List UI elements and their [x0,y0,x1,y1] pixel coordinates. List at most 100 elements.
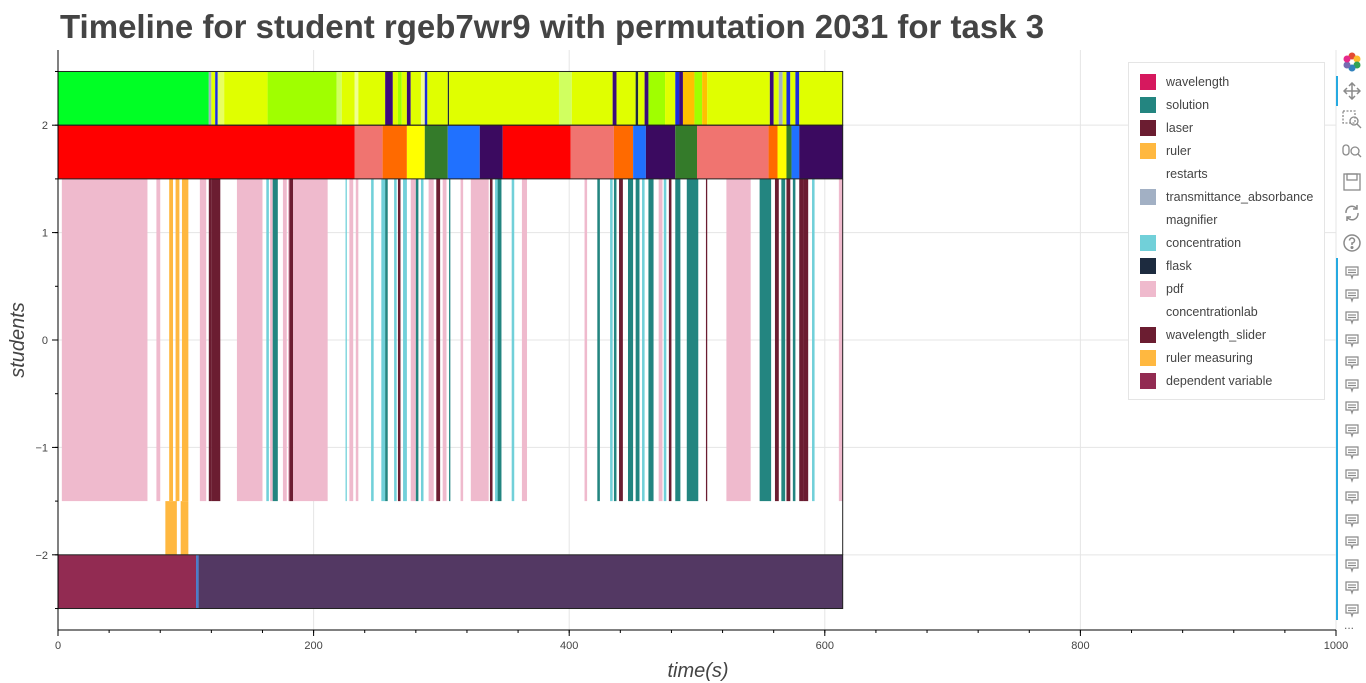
hover-tool-icon[interactable] [1340,284,1364,308]
y-tick-label-4: −2 [35,550,48,562]
hover-tool-icon[interactable] [1340,419,1364,443]
timeline-bar-r0-s26 [635,71,639,126]
timeline-bar-r2-s12 [282,178,287,502]
legend-item-2[interactable]: laser [1129,116,1324,139]
timeline-bar-r2-s53 [705,178,708,502]
timeline-bar-r0-s33 [682,71,695,126]
hover-tool-icon[interactable] [1340,396,1364,420]
hover-tool-icon[interactable] [1340,306,1364,330]
timeline-bar-r4-s0 [58,554,197,609]
timeline-bar-r1-s4 [424,125,448,179]
box-zoom-icon[interactable] [1340,108,1364,132]
timeline-bar-r0-s16 [410,71,421,126]
timeline-bar-r2-s63 [838,178,843,502]
timeline-bar-r0-s31 [675,71,680,126]
legend-item-0[interactable]: wavelength [1129,70,1324,93]
hover-tool-icon[interactable] [1340,554,1364,578]
bokeh-logo-icon[interactable] [1340,50,1364,74]
hover-tool-icon[interactable] [1340,441,1364,465]
hover-tool-icon[interactable] [1340,576,1364,600]
axes: 0 200 400 600 800 1000 2 1 0 −1 −2 [35,50,1348,652]
legend-item-5[interactable]: transmittance_absorbance [1129,185,1324,208]
legend-label: magnifier [1166,212,1218,227]
legend-item-9[interactable]: pdf [1129,277,1324,300]
timeline-bar-r2-s54 [726,178,751,502]
legend-label: pdf [1166,281,1184,296]
pan-icon[interactable] [1340,79,1364,103]
timeline-bar-r2-s20 [381,178,386,502]
x-tick-label-1: 200 [304,640,322,652]
timeline-bar-r2-s25 [410,178,416,502]
legend-item-12[interactable]: ruler measuring [1129,346,1324,369]
legend-swatch [1140,165,1156,182]
save-icon[interactable] [1340,170,1364,194]
timeline-bar-r2-s31 [449,178,451,502]
timeline-bar-r2-s14 [289,178,294,502]
timeline-bar-r2-s3 [175,178,180,502]
timeline-bar-r1-s8 [570,125,614,179]
hover-tool-icon[interactable] [1340,374,1364,398]
timeline-bar-r2-s44 [627,178,634,502]
legend-item-8[interactable]: flask [1129,254,1324,277]
x-tick-label-5: 1000 [1324,640,1348,652]
legend-item-13[interactable]: dependent variable [1129,369,1324,392]
timeline-bar-r0-s20 [447,71,450,126]
legend-item-11[interactable]: wavelength_slider [1129,323,1324,346]
timeline-bar-r1-s12 [675,125,697,179]
legend-swatch [1140,73,1156,90]
hover-tool-icon[interactable] [1340,486,1364,510]
timeline-bar-r0-s22 [558,71,572,126]
wheel-zoom-icon[interactable] [1340,140,1364,164]
timeline-bar-r1-s9 [613,125,634,179]
timeline-bar-r0-s0 [58,71,209,126]
hover-tool-icon[interactable] [1340,351,1364,375]
hover-tool-icon[interactable] [1340,599,1364,623]
timeline-bar-r2-s24 [403,178,407,502]
toolbar: ... [1336,46,1366,636]
legend-swatch [1140,326,1156,343]
help-icon[interactable] [1340,231,1364,255]
timeline-bar-r0-s10 [358,71,386,126]
legend-item-4[interactable]: restarts [1129,162,1324,185]
timeline-bar-r4-s2 [198,554,843,609]
legend-item-3[interactable]: ruler [1129,139,1324,162]
legend-item-10[interactable]: concentrationlab [1129,300,1324,323]
timeline-bar-r2-s19 [371,178,374,502]
legend-swatch [1140,211,1156,228]
legend-item-6[interactable]: magnifier [1129,208,1324,231]
timeline-bar-r2-s4 [181,178,189,502]
timeline-bar-r2-s28 [428,178,434,502]
timeline-bar-r2-s9 [266,178,269,502]
legend-item-7[interactable]: concentration [1129,231,1324,254]
timeline-bar-r1-s17 [791,125,800,179]
timeline-bar-r2-s33 [470,178,489,502]
hover-tool-icon[interactable] [1340,509,1364,533]
y-tick-label-1: 1 [42,228,48,240]
hover-tool-icon[interactable] [1340,261,1364,285]
chart-title: Timeline for student rgeb7wr9 with permu… [60,8,1045,45]
timeline-bar-r0-s13 [397,71,402,126]
timeline-bar-r1-s15 [777,125,787,179]
timeline-bar-r2-s40 [597,178,600,502]
legend-item-1[interactable]: solution [1129,93,1324,116]
reset-icon[interactable] [1340,201,1364,225]
timeline-bar-r2-s62 [812,178,815,502]
timeline-bar-r2-s2 [169,178,174,502]
legend-label: wavelength [1166,74,1230,89]
timeline-bar-r0-s12 [392,71,398,126]
legend-swatch [1140,234,1156,251]
timeline-bar-r1-s14 [768,125,778,179]
timeline-bar-r2-s58 [786,178,791,502]
hover-tool-icon[interactable] [1340,329,1364,353]
hover-tool-icon[interactable] [1340,531,1364,555]
hover-tool-icon[interactable] [1340,464,1364,488]
more-tools-icon[interactable]: ... [1344,618,1355,632]
timeline-bar-r1-s0 [58,125,355,179]
timeline-bar-r0-s27 [638,71,645,126]
timeline-bar-r2-s30 [442,178,447,502]
legend-label: concentration [1166,235,1242,250]
timeline-bar-r2-s22 [394,178,397,502]
timeline-bar-r0-s39 [778,71,783,126]
timeline-bar-r0-s2 [211,71,216,126]
